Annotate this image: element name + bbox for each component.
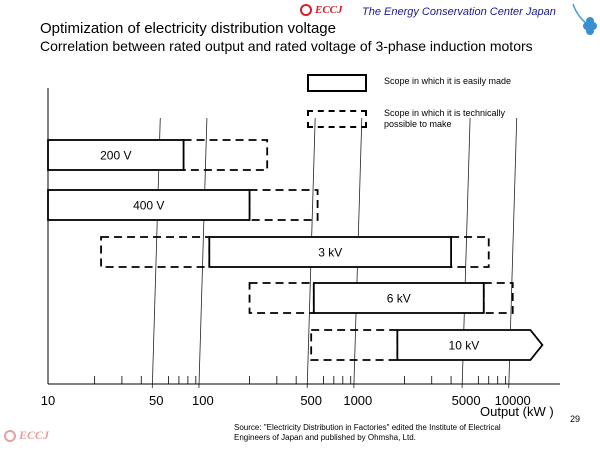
footer-logo: ECCJ — [4, 428, 49, 443]
bar-label: 400 V — [133, 199, 164, 213]
possible-range-bar — [182, 139, 269, 171]
possible-range-bar — [450, 236, 490, 268]
possible-range-bar — [248, 189, 319, 221]
easy-range-bar — [312, 282, 485, 314]
x-tick-label: 500 — [300, 393, 322, 408]
possible-range-bar — [100, 236, 211, 268]
eccj-logo-mark-icon — [300, 4, 312, 16]
x-tick-label: 10 — [41, 393, 55, 408]
easy-range-bar — [396, 329, 544, 361]
eccj-logo-text: ECCJ — [315, 4, 343, 16]
eccj-logo: ECCJ — [300, 4, 343, 16]
x-tick-label: 100 — [192, 393, 214, 408]
possible-range-bar — [482, 282, 514, 314]
bar-label: 10 kV — [449, 339, 480, 353]
page-number: 29 — [570, 414, 581, 424]
possible-range-bar — [248, 282, 315, 314]
easy-range-bar — [47, 139, 185, 171]
x-axis-unit-label: Output (kW ) — [480, 404, 554, 419]
x-tick-label: 1000 — [343, 393, 372, 408]
legend-dashed-swatch — [307, 110, 367, 128]
footer-logo-mark-icon — [4, 429, 16, 442]
slide-title: Optimization of electricity distribution… — [40, 20, 336, 37]
x-tick-label: 10000 — [495, 393, 531, 408]
x-tick-label: 5000 — [452, 393, 481, 408]
slide-subtitle: Correlation between rated output and rat… — [40, 38, 533, 54]
legend-dashed-label: Scope in which it is technically possibl… — [384, 108, 506, 129]
organization-name: The Energy Conservation Center Japan — [362, 6, 556, 18]
legend-solid-label: Scope in which it is easily made — [384, 76, 512, 86]
x-major-gridline — [198, 117, 208, 389]
x-tick-label: 50 — [149, 393, 163, 408]
easy-range-bar — [208, 236, 452, 268]
easy-range-bar — [47, 189, 251, 221]
legend-solid-swatch — [307, 74, 367, 92]
bar-label: 3 kV — [318, 246, 342, 260]
source-citation: Source: "Electricity Distribution in Fac… — [234, 423, 501, 442]
clover-leaf-icon — [572, 3, 597, 35]
bar-label: 200 V — [100, 149, 131, 163]
bar-label: 6 kV — [387, 292, 411, 306]
possible-range-bar — [310, 329, 399, 361]
footer-logo-text: ECCJ — [19, 428, 50, 442]
